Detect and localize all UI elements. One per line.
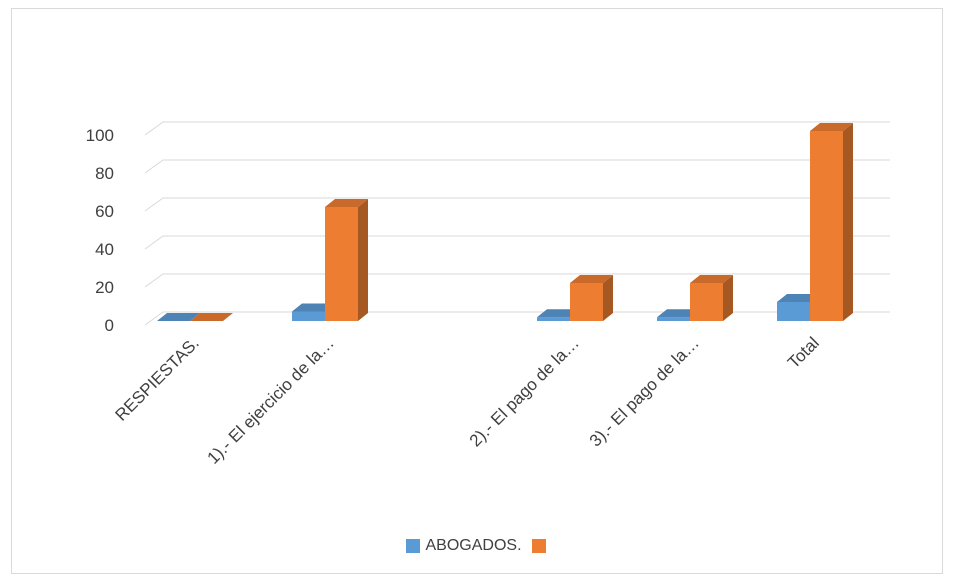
gridline — [144, 197, 890, 212]
bar-top — [690, 275, 733, 283]
bar-front — [325, 207, 358, 321]
bar-front — [810, 131, 843, 321]
legend-item-1 — [531, 539, 551, 553]
y-axis-ticks: 0 20 40 60 80 100 — [86, 126, 114, 335]
y-tick-label: 0 — [105, 316, 114, 335]
y-tick-label: 80 — [95, 164, 114, 183]
legend-swatch-1 — [531, 539, 546, 553]
gridline — [144, 159, 890, 174]
legend: ABOGADOS. — [0, 534, 957, 558]
y-tick-label: 40 — [95, 240, 114, 259]
gridlines — [144, 121, 890, 326]
bar-0-0 — [157, 313, 200, 321]
bar-front — [570, 283, 603, 321]
legend-item-0: ABOGADOS. — [406, 537, 522, 555]
x-tick-label: Total — [784, 333, 823, 372]
x-tick-label: 2).- El pago de la… — [466, 333, 583, 450]
bar-front — [537, 317, 570, 321]
x-tick-label: 3).- El pago de la… — [586, 333, 703, 450]
bar-top — [657, 309, 700, 318]
gridline — [144, 273, 890, 288]
bar-1-4 — [690, 275, 733, 321]
bar-front — [657, 317, 690, 321]
legend-label-0: ABOGADOS. — [425, 537, 522, 554]
gridline — [144, 235, 890, 250]
gridline — [144, 311, 890, 326]
bar-1-1 — [325, 199, 368, 321]
bar-top — [325, 199, 368, 207]
bar-top — [570, 275, 613, 283]
x-tick-label: RESPIESTAS. — [111, 333, 202, 424]
x-tick-label: 1).- El ejercicio de la… — [203, 333, 337, 467]
bar-front — [777, 302, 810, 321]
bar-top — [190, 313, 233, 321]
bar-top — [777, 294, 820, 302]
bar-1-0 — [190, 313, 233, 321]
bar-side — [723, 275, 733, 321]
gridline — [144, 121, 890, 136]
bar-1-3 — [570, 275, 613, 321]
bar-side — [603, 275, 613, 321]
chart-area — [11, 8, 943, 574]
y-tick-label: 20 — [95, 278, 114, 297]
bar-front — [690, 283, 723, 321]
x-axis-ticks: RESPIESTAS. 1).- El ejercicio de la… 2).- … — [111, 333, 822, 467]
y-tick-label: 60 — [95, 202, 114, 221]
y-tick-label: 100 — [86, 126, 114, 145]
bar-1-5 — [810, 123, 853, 321]
bar-front — [292, 311, 325, 321]
bar-top — [810, 123, 853, 131]
bar-side — [358, 199, 368, 321]
bar-side — [843, 123, 853, 321]
bar-top — [157, 313, 200, 321]
bars — [157, 123, 853, 321]
bar-top — [292, 303, 335, 312]
bar-top — [537, 309, 580, 318]
legend-swatch-0 — [406, 539, 421, 553]
